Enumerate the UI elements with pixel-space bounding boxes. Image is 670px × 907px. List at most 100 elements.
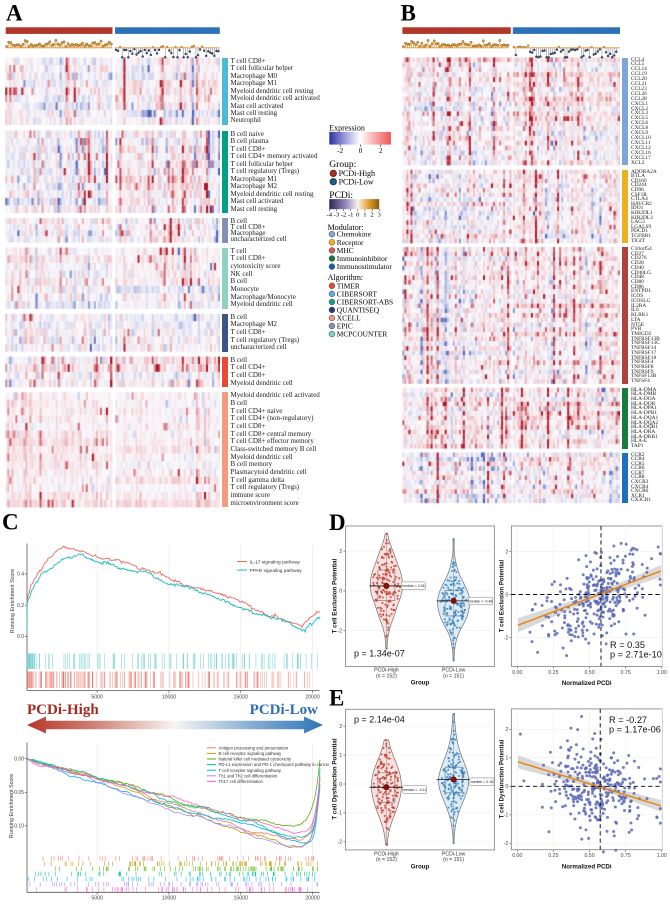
svg-text:Group:: Group:: [329, 160, 356, 170]
svg-text:15000: 15000: [234, 895, 249, 901]
svg-text:20000: 20000: [305, 695, 320, 701]
svg-text:CIBERSORT: CIBERSORT: [337, 289, 378, 298]
svg-text:R = -0.27: R = -0.27: [609, 715, 647, 725]
svg-text:0.0: 0.0: [17, 634, 24, 640]
svg-text:QUANTISEQ: QUANTISEQ: [337, 305, 380, 314]
svg-text:p = 1.34e-07: p = 1.34e-07: [354, 649, 405, 659]
svg-text:PCDi-High: PCDi-High: [339, 169, 375, 178]
svg-text:T cell Dysfunction Potential: T cell Dysfunction Potential: [500, 739, 506, 818]
svg-text:PCDi-Low: PCDi-Low: [250, 702, 318, 718]
svg-text:-2: -2: [337, 147, 343, 155]
svg-text:-2: -2: [504, 635, 509, 641]
svg-text:1: 1: [505, 756, 508, 762]
svg-text:CIBERSORT-ABS: CIBERSORT-ABS: [337, 297, 393, 306]
svg-text:0.25: 0.25: [548, 853, 558, 859]
svg-text:15000: 15000: [234, 695, 249, 701]
svg-text:0.2: 0.2: [17, 603, 24, 609]
svg-text:-2: -2: [341, 212, 347, 219]
svg-text:Immunostimulator: Immunostimulator: [337, 262, 393, 271]
svg-text:-1: -1: [337, 811, 342, 817]
svg-text:median = 0.16: median = 0.16: [471, 780, 493, 784]
svg-text:2: 2: [505, 727, 508, 733]
svg-text:0.75: 0.75: [621, 670, 631, 676]
svg-text:2: 2: [339, 549, 342, 555]
svg-text:Natural killer cell mediated c: Natural killer cell mediated cytotoxicit…: [219, 757, 292, 762]
svg-text:-0.05: -0.05: [13, 790, 25, 796]
svg-text:0.50: 0.50: [584, 853, 594, 859]
svg-text:0: 0: [339, 782, 342, 788]
svg-text:5000: 5000: [91, 895, 103, 901]
svg-text:T cell Exclusion Potential: T cell Exclusion Potential: [500, 559, 506, 632]
svg-text:B: B: [401, 1, 416, 26]
svg-text:median = 0.36: median = 0.36: [402, 584, 424, 588]
svg-text:Group: Group: [411, 863, 430, 870]
svg-text:(n = 151): (n = 151): [443, 857, 464, 863]
svg-text:T cell receptor signaling path: T cell receptor signaling pathway: [219, 768, 282, 773]
svg-text:Running Enrichment Score: Running Enrichment Score: [10, 569, 16, 633]
svg-text:Normalized PCDi: Normalized PCDi: [562, 863, 612, 870]
svg-text:p = 1.17e-06: p = 1.17e-06: [609, 725, 661, 735]
svg-text:20000: 20000: [305, 895, 320, 901]
svg-text:Running Enrichment Score: Running Enrichment Score: [9, 774, 15, 838]
svg-text:0.00: 0.00: [512, 670, 522, 676]
svg-text:Normalized PCDi: Normalized PCDi: [562, 680, 612, 687]
svg-text:IL-17 signaling pathway: IL-17 signaling pathway: [250, 559, 301, 565]
svg-text:0: 0: [359, 147, 363, 155]
svg-text:Modulator:: Modulator:: [328, 223, 364, 232]
svg-text:-2: -2: [337, 840, 342, 846]
svg-text:5000: 5000: [91, 695, 103, 701]
svg-text:XCELL: XCELL: [337, 314, 361, 323]
svg-text:median = -0.48: median = -0.48: [469, 599, 492, 603]
svg-text:C: C: [2, 510, 19, 535]
svg-text:0.75: 0.75: [621, 853, 631, 859]
svg-text:-2: -2: [504, 841, 509, 847]
svg-text:A: A: [6, 1, 23, 26]
svg-text:PCDi-Low: PCDi-Low: [442, 668, 466, 674]
svg-text:D: D: [329, 510, 346, 535]
svg-text:Expression: Expression: [329, 123, 365, 132]
svg-text:p = 2.71e-10: p = 2.71e-10: [610, 650, 662, 660]
svg-text:T cell Exclusion Potential: T cell Exclusion Potential: [332, 558, 339, 633]
svg-text:2: 2: [505, 549, 508, 555]
svg-text:E: E: [329, 686, 344, 711]
svg-text:-3: -3: [334, 212, 340, 219]
svg-text:TIMER: TIMER: [337, 281, 360, 290]
svg-text:0.50: 0.50: [584, 670, 594, 676]
svg-text:0.00: 0.00: [512, 853, 522, 859]
svg-text:PCDi-High: PCDi-High: [27, 702, 99, 718]
svg-text:Receptor: Receptor: [337, 238, 364, 247]
svg-text:(n = 151): (n = 151): [443, 673, 464, 679]
svg-text:p = 2.14e-04: p = 2.14e-04: [354, 714, 405, 724]
svg-text:0.00: 0.00: [14, 756, 24, 762]
svg-text:2: 2: [370, 212, 373, 219]
svg-text:1.00: 1.00: [657, 853, 667, 859]
svg-text:PCDi-High: PCDi-High: [374, 668, 399, 674]
svg-text:-2: -2: [337, 629, 342, 635]
svg-text:-0.10: -0.10: [13, 824, 25, 830]
svg-text:-1: -1: [348, 212, 354, 219]
svg-text:0.4: 0.4: [17, 572, 24, 578]
svg-text:3: 3: [378, 212, 382, 219]
svg-text:EPIC: EPIC: [337, 322, 353, 331]
svg-text:2: 2: [339, 724, 342, 730]
svg-text:0: 0: [505, 592, 508, 598]
svg-text:Antigen processing and present: Antigen processing and presentation: [219, 745, 289, 750]
svg-text:0.25: 0.25: [548, 670, 558, 676]
svg-text:T cell Dysfunction Potential: T cell Dysfunction Potential: [332, 738, 339, 819]
svg-text:-1: -1: [504, 813, 509, 819]
svg-text:10000: 10000: [162, 695, 177, 701]
svg-text:-4: -4: [327, 212, 333, 219]
svg-text:PCDi-Low: PCDi-Low: [339, 177, 374, 186]
svg-text:0: 0: [339, 589, 342, 595]
svg-text:(n = 152): (n = 152): [376, 857, 397, 863]
svg-text:1: 1: [339, 753, 342, 759]
svg-text:1.00: 1.00: [657, 670, 667, 676]
svg-text:2: 2: [379, 147, 383, 155]
svg-text:PPAR signaling pathway: PPAR signaling pathway: [250, 568, 303, 574]
svg-text:PCDi:: PCDi:: [329, 191, 353, 201]
svg-text:10000: 10000: [162, 895, 177, 901]
svg-text:Group: Group: [411, 680, 430, 687]
svg-text:Th17 cell differentiation: Th17 cell differentiation: [219, 779, 264, 784]
svg-text:Immunoinhibitor: Immunoinhibitor: [337, 254, 388, 263]
svg-text:MHC: MHC: [337, 246, 354, 255]
